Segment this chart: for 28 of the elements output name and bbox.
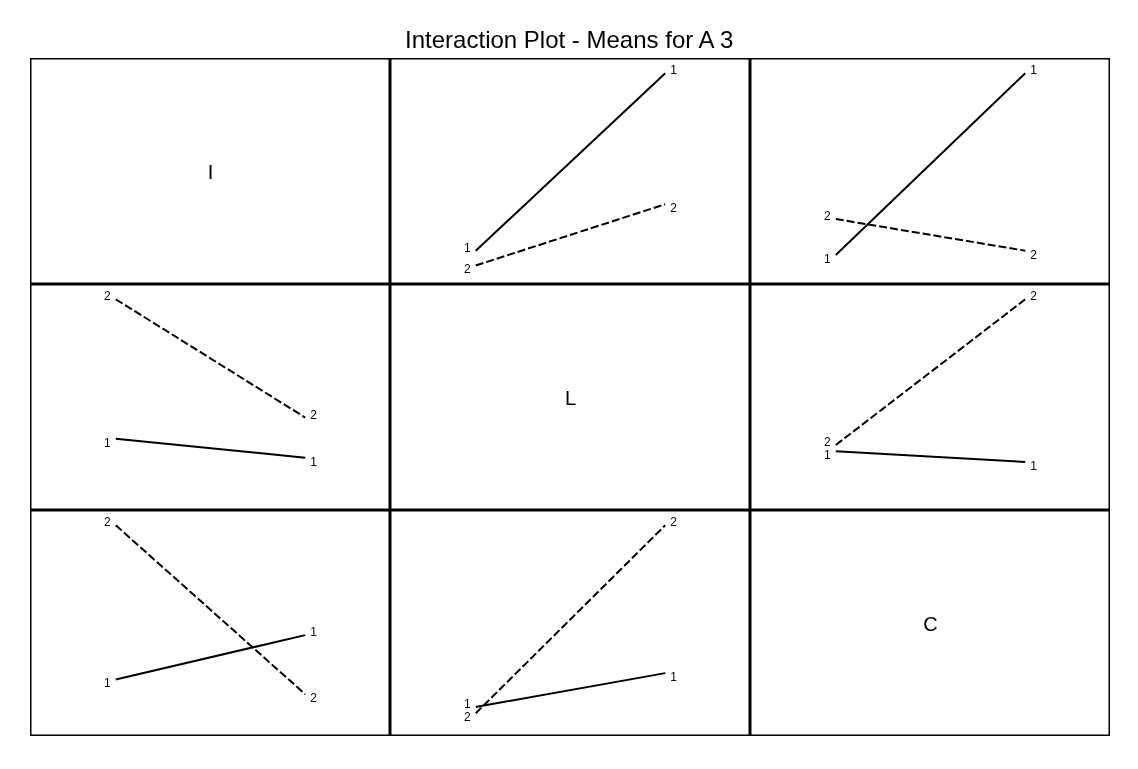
text: C: [923, 612, 938, 635]
text: 1: [1030, 458, 1037, 473]
text: I: [207, 160, 214, 183]
series-label: 2: [464, 710, 472, 725]
text: 2: [310, 691, 317, 706]
text: 2: [310, 407, 317, 422]
text: 2: [670, 515, 677, 530]
series-label: 1: [464, 240, 472, 255]
text: 1: [1030, 63, 1037, 78]
text: 1: [670, 670, 677, 685]
series-label: 1: [104, 676, 112, 691]
series-label: 2: [104, 515, 112, 530]
text: 1: [670, 63, 677, 78]
text: 2: [1030, 289, 1037, 304]
series-label: 1: [824, 251, 832, 266]
text: 1: [310, 454, 317, 469]
series-label: 2: [104, 289, 112, 304]
text: Interaction Plot - Means for A 3: [405, 25, 734, 53]
series-label: 1: [104, 435, 112, 450]
text: 1: [310, 625, 317, 640]
text: 2: [670, 201, 677, 216]
series-label: 2: [464, 262, 472, 277]
series-label: 2: [824, 209, 832, 224]
series-label: 2: [824, 435, 832, 450]
text: 2: [1030, 247, 1037, 262]
series-label: 1: [824, 448, 832, 463]
series-label: 1: [464, 696, 472, 711]
text: L: [564, 386, 577, 409]
